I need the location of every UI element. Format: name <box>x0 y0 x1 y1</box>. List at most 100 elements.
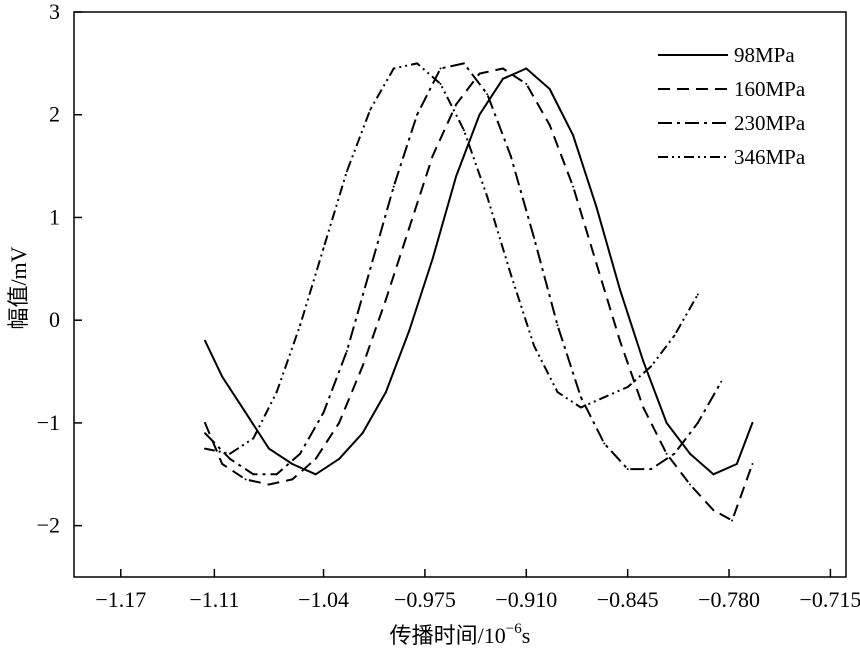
data-point <box>392 67 395 70</box>
data-point <box>501 67 504 70</box>
data-point <box>486 195 489 198</box>
data-point <box>204 339 206 342</box>
data-point <box>626 468 629 471</box>
data-point <box>384 391 387 394</box>
data-point <box>221 463 224 465</box>
data-point <box>751 463 754 465</box>
data-point <box>509 273 512 275</box>
data-point <box>392 185 395 188</box>
data-point <box>579 396 582 399</box>
data-point <box>548 124 551 126</box>
data-point <box>525 67 528 70</box>
data-point <box>689 483 691 486</box>
data-point <box>735 463 738 465</box>
data-point <box>229 452 231 455</box>
data-point <box>626 386 629 388</box>
data-point <box>665 452 668 455</box>
axis-titles: 传播时间/10−6s 幅值/mV <box>6 246 530 648</box>
data-point <box>204 432 206 435</box>
axes: −2 −1 0 1 2 3 −1.17 −1.11 −1.04 −0.975 −0.910 −0.84… <box>37 0 860 612</box>
legend-label: 230MPa <box>734 111 806 135</box>
data-point <box>712 509 715 512</box>
data-point <box>618 288 621 291</box>
data-point <box>603 396 606 399</box>
data-point <box>416 62 419 65</box>
x-axis-title: 传播时间/10−6s <box>390 621 531 648</box>
x-tick-label: −0.845 <box>597 587 659 612</box>
data-point <box>650 468 653 471</box>
series-line-1 <box>204 67 754 476</box>
data-point <box>439 67 442 70</box>
legend-label: 98MPa <box>734 43 795 67</box>
data-point <box>416 113 419 116</box>
data-point <box>204 447 206 450</box>
data-point <box>252 473 255 476</box>
data-point <box>720 380 723 383</box>
data-point <box>478 72 481 75</box>
y-tick-label: −2 <box>37 513 60 538</box>
data-point <box>345 350 348 352</box>
data-point <box>556 324 559 327</box>
data-point <box>665 421 668 424</box>
data-point <box>696 421 699 424</box>
data-point <box>338 457 341 460</box>
data-point <box>556 391 559 394</box>
x-axis-title-exponent: −6 <box>506 621 522 637</box>
data-point <box>603 442 606 445</box>
data-point <box>275 391 278 394</box>
x-tick-label: −1.17 <box>95 587 146 612</box>
data-point <box>455 175 458 178</box>
legend: 98MPa 160MPa 230MPa 346MPa <box>658 43 806 169</box>
data-point <box>267 447 270 450</box>
data-point <box>689 452 691 455</box>
x-tick-label: −0.910 <box>495 587 557 612</box>
data-point <box>431 154 434 157</box>
y-tick-label: 1 <box>49 204 60 229</box>
data-point <box>291 463 294 465</box>
data-point <box>322 411 325 414</box>
data-point <box>548 88 551 90</box>
data-point <box>642 406 645 409</box>
data-point <box>509 154 512 157</box>
data-point <box>314 473 317 476</box>
y-tick-label: −1 <box>37 410 60 435</box>
data-point <box>696 293 699 296</box>
legend-label: 346MPa <box>734 145 806 169</box>
series-line-3 <box>204 62 723 476</box>
data-point <box>579 406 582 409</box>
data-point <box>486 93 489 96</box>
series-layer <box>204 62 754 522</box>
data-point <box>369 267 372 270</box>
data-point <box>525 82 528 85</box>
data-point <box>572 134 575 137</box>
data-point <box>712 473 715 476</box>
x-tick-label: −0.780 <box>698 587 760 612</box>
x-tick-label: −0.715 <box>799 587 860 612</box>
data-point <box>275 473 278 476</box>
series-line-2 <box>204 67 754 522</box>
x-axis-title-main: 传播时间/10 <box>390 623 506 648</box>
data-point <box>533 237 536 239</box>
data-point <box>455 103 458 106</box>
data-point <box>252 437 255 440</box>
x-tick-label: −0.975 <box>394 587 456 612</box>
data-point <box>595 206 598 209</box>
plot-frame <box>73 11 847 578</box>
data-point <box>314 457 317 460</box>
data-point <box>244 411 247 414</box>
data-point <box>229 457 231 460</box>
data-point <box>431 257 434 260</box>
data-point <box>267 483 270 486</box>
y-axis-title: 幅值/mV <box>6 246 31 329</box>
x-tick-label: −1.11 <box>189 587 239 612</box>
data-point <box>221 375 224 378</box>
data-point <box>618 339 621 342</box>
y-tick-label: 0 <box>49 307 60 332</box>
data-point <box>408 329 411 332</box>
data-point <box>572 185 575 188</box>
data-point <box>408 226 411 229</box>
legend-label: 160MPa <box>734 77 806 101</box>
data-point <box>751 421 754 424</box>
data-point <box>244 478 247 481</box>
